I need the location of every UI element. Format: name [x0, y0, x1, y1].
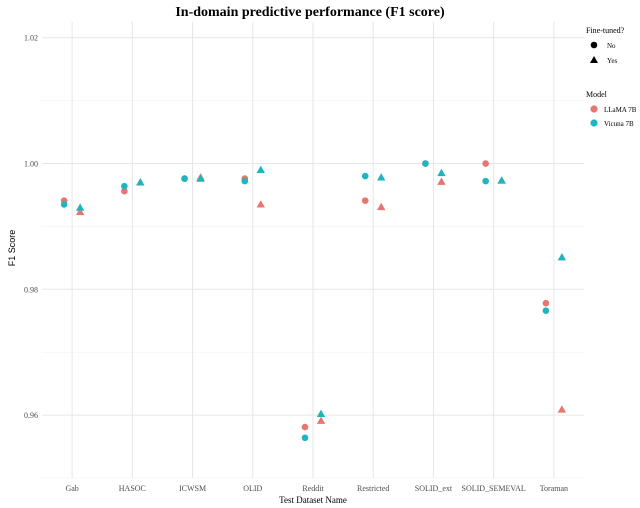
x-axis-title: Test Dataset Name	[279, 495, 347, 505]
data-point-vicuna-7b-finetuned	[557, 253, 567, 261]
legend-color-label: Vicuna 7B	[604, 120, 634, 128]
x-tick-label: HASOC	[119, 484, 146, 493]
legend-shape-label: No	[607, 42, 616, 50]
data-point-vicuna-7b-base	[301, 434, 309, 442]
y-tick-label: 1.00	[24, 160, 38, 169]
data-point-llama-7b-finetuned	[316, 416, 326, 424]
data-point-vicuna-7b-base	[60, 201, 68, 208]
data-point-vicuna-7b-base	[361, 172, 369, 180]
x-tick-label: OLID	[243, 484, 262, 493]
legend-color-entries: LLaMA 7B Vicuna 7B	[590, 105, 637, 128]
data-point-llama-7b-base	[301, 423, 309, 431]
x-tick-label: ICWSM	[179, 484, 206, 493]
data-point-vicuna-7b-finetuned	[497, 176, 506, 184]
y-tick-labels: 0.96 0.98 1.00 1.02	[24, 34, 38, 420]
data-point-llama-7b-finetuned	[377, 202, 386, 211]
data-point-vicuna-7b-base	[482, 177, 489, 185]
x-tick-label: Reddit	[302, 484, 324, 493]
legend: Fine-tuned? No Yes Model LLaMA 7B Vicuna 7…	[586, 26, 637, 128]
chart-title: In-domain predictive performance (F1 sco…	[175, 5, 445, 20]
x-tick-label: Gab	[65, 484, 78, 493]
y-tick-label: 0.98	[24, 285, 38, 294]
legend-color-title: Model	[586, 90, 608, 99]
legend-color-label: LLaMA 7B	[604, 106, 637, 114]
x-tick-labels: Gab HASOC ICWSM OLID Reddit Restricted SOLID_e…	[65, 484, 568, 493]
data-point-vicuna-7b-base	[181, 175, 188, 182]
legend-key-color	[590, 105, 598, 113]
data-point-llama-7b-finetuned	[557, 405, 567, 413]
data-point-llama-7b-finetuned	[75, 207, 85, 216]
data-point-llama-7b-base	[542, 299, 550, 307]
data-point-vicuna-7b-base	[422, 160, 429, 167]
grid	[42, 22, 584, 479]
legend-shape-entries: No Yes	[590, 41, 617, 65]
y-tick-label: 1.02	[24, 34, 38, 43]
legend-key-circle	[590, 41, 598, 49]
legend-shape-label: Yes	[607, 57, 617, 65]
data-point-vicuna-7b-base	[542, 307, 550, 314]
x-tick-label: Restricted	[357, 484, 389, 493]
data-point-llama-7b-base	[482, 160, 489, 167]
data-point-llama-7b-finetuned	[437, 177, 446, 185]
data-point-vicuna-7b-finetuned	[75, 203, 85, 211]
legend-key-triangle	[590, 56, 598, 63]
data-point-vicuna-7b-base	[241, 177, 249, 185]
y-tick-label: 0.96	[24, 411, 38, 420]
data-point-vicuna-7b-finetuned	[437, 168, 446, 177]
data-point-vicuna-7b-finetuned	[196, 174, 205, 182]
x-tick-label: Toraman	[540, 484, 568, 493]
data-point-vicuna-7b-finetuned	[377, 173, 386, 181]
x-tick-label: SOLID_ext	[415, 484, 453, 493]
data-point-vicuna-7b-base	[121, 182, 128, 190]
data-point-llama-7b-base	[121, 187, 128, 195]
data-point-llama-7b-finetuned	[256, 200, 265, 208]
y-axis-title: F1 Score	[7, 230, 17, 267]
data-point-vicuna-7b-finetuned	[136, 178, 145, 186]
data-point-vicuna-7b-finetuned	[316, 409, 326, 417]
data-point-vicuna-7b-finetuned	[256, 165, 265, 173]
data-point-llama-7b-base	[361, 197, 369, 204]
data-points	[60, 160, 567, 442]
legend-shape-title: Fine-tuned?	[586, 26, 625, 35]
x-tick-label: SOLID_SEMEVAL	[462, 484, 526, 493]
legend-key-color	[590, 119, 598, 127]
